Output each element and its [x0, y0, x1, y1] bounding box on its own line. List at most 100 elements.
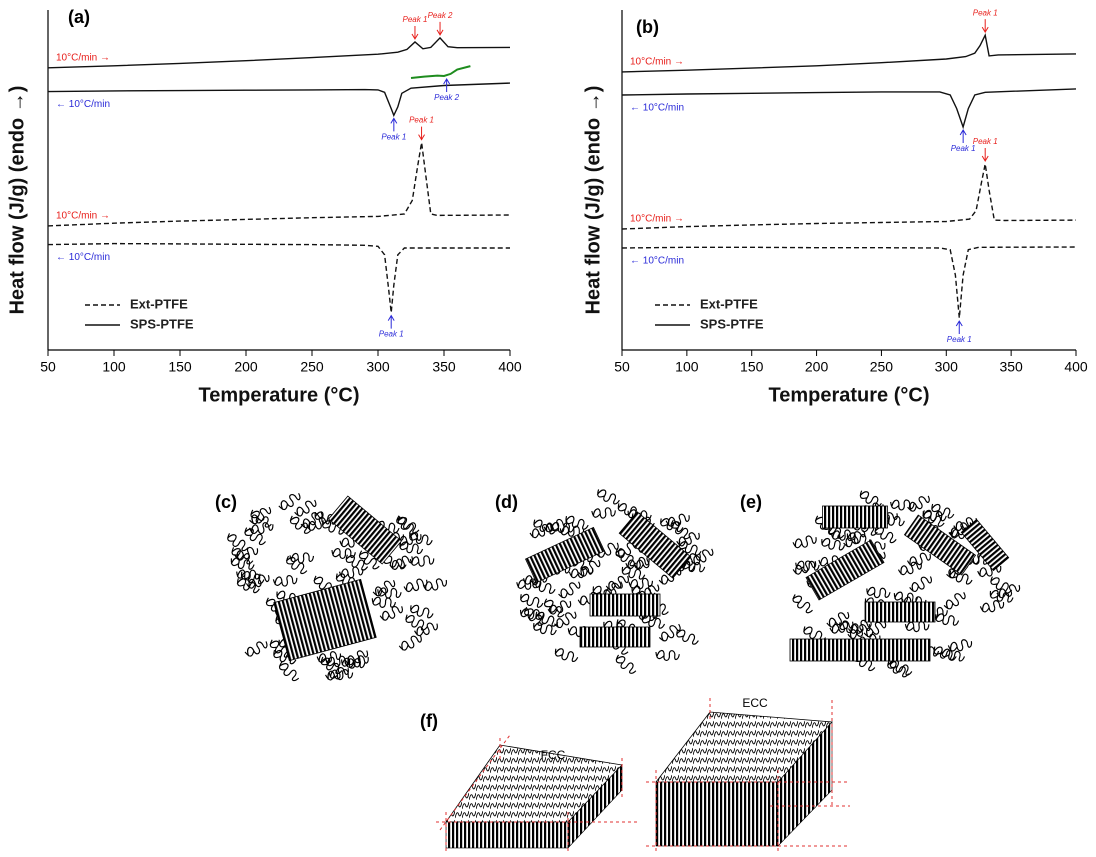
annotation-arrow — [981, 19, 989, 34]
series-label: 10°C/min → — [56, 211, 110, 222]
annotation: Peak 1 — [973, 8, 998, 17]
coil — [549, 521, 575, 534]
lamella — [822, 505, 888, 529]
coil — [408, 603, 435, 621]
annotation: Peak 2 — [434, 93, 459, 102]
ecc-slab: ECC — [646, 696, 850, 852]
coil — [689, 545, 716, 569]
coil — [908, 573, 935, 595]
annotation-arrow — [418, 126, 425, 141]
annotation-arrow — [387, 314, 395, 329]
annotation: Peak 1 — [951, 144, 976, 153]
coil — [947, 637, 974, 655]
series-line — [47, 82, 511, 118]
coil — [247, 503, 274, 528]
x-tick-label: 250 — [300, 359, 324, 375]
x-tick-label: 400 — [498, 359, 522, 375]
annotation: Peak 1 — [973, 137, 998, 146]
coil — [409, 554, 436, 568]
coil — [897, 559, 924, 578]
coil — [331, 547, 357, 560]
x-tick-label: 50 — [40, 359, 56, 375]
series-line — [621, 163, 1077, 230]
coil — [277, 489, 304, 514]
x-tick-label: 400 — [1064, 359, 1088, 375]
coil — [612, 546, 639, 569]
coil — [557, 578, 583, 602]
annotation: Peak 1 — [409, 116, 434, 125]
y-axis-title: Heat flow (J/g) (endo →) — [6, 86, 28, 315]
coil — [283, 554, 310, 577]
annotation: Peak 1 — [381, 133, 406, 142]
x-tick-label: 50 — [614, 359, 630, 375]
coil — [591, 506, 617, 520]
x-tick-label: 250 — [870, 359, 894, 375]
coil — [942, 589, 969, 613]
coil — [343, 552, 370, 574]
series-label: 10°C/min → — [630, 57, 684, 68]
series-line — [47, 142, 511, 227]
coil — [243, 637, 270, 660]
x-tick-label: 300 — [935, 359, 959, 375]
x-tick-label: 350 — [999, 359, 1023, 375]
schematics: (c) (d) (e) (f) FCC ECC — [215, 487, 1023, 852]
x-axis-title: Temperature (°C) — [769, 384, 930, 406]
series-line — [410, 65, 471, 79]
panel-label: (b) — [636, 17, 659, 37]
legend-label: SPS-PTFE — [130, 316, 194, 331]
legend-label: SPS-PTFE — [700, 316, 764, 331]
coil — [552, 646, 580, 665]
panel-label: (c) — [215, 492, 237, 512]
coil — [604, 572, 632, 594]
lamella — [789, 638, 931, 662]
x-tick-label: 100 — [675, 359, 699, 375]
coil — [612, 653, 639, 677]
annotation: Peak 1 — [379, 330, 404, 339]
x-tick-label: 200 — [805, 359, 829, 375]
x-tick-label: 100 — [102, 359, 126, 375]
coil — [904, 620, 930, 633]
lamella — [524, 526, 606, 584]
series-label: ← 10°C/min — [630, 256, 684, 267]
lamella — [864, 601, 936, 623]
x-axis-title: Temperature (°C) — [199, 384, 360, 406]
y-axis-title: Heat flow (J/g) (endo →) — [582, 86, 604, 315]
series-line — [47, 36, 511, 69]
coil — [402, 612, 430, 633]
slab-label: ECC — [742, 696, 768, 710]
coil — [276, 659, 302, 684]
series-label: 10°C/min → — [56, 52, 110, 63]
coil — [865, 586, 891, 600]
x-tick-label: 200 — [234, 359, 258, 375]
annotation: Peak 1 — [947, 335, 972, 344]
lamella — [273, 578, 377, 662]
coil — [594, 487, 622, 507]
series-line — [621, 88, 1077, 130]
series-label: ← 10°C/min — [630, 103, 684, 114]
panel-label: (d) — [495, 492, 518, 512]
annotation-arrow — [390, 117, 398, 132]
annotation-arrow — [436, 21, 444, 36]
coil — [789, 592, 816, 616]
coil — [929, 501, 956, 521]
annotation-arrow — [959, 128, 967, 143]
annotation-arrow — [981, 148, 989, 162]
lamella — [805, 539, 885, 601]
coil — [931, 644, 958, 663]
x-tick-label: 150 — [168, 359, 192, 375]
coil — [655, 649, 680, 662]
annotation-arrow — [955, 320, 963, 335]
annotation: Peak 2 — [428, 11, 453, 20]
annotation-arrow — [411, 25, 419, 40]
lamella — [903, 514, 977, 576]
chart: 50 100 150 200 250 300 350 400 Temperature (°C) H… — [6, 7, 522, 407]
coil — [344, 646, 371, 669]
lamella — [618, 511, 692, 579]
annotation: Peak 1 — [403, 15, 428, 24]
slab-label: FCC — [541, 748, 566, 762]
series-line — [47, 242, 510, 313]
series-line — [621, 246, 1077, 319]
series-line — [621, 33, 1077, 73]
chart: 50 100 150 200 250 300 350 400 Temperature (°C) H… — [582, 8, 1088, 406]
